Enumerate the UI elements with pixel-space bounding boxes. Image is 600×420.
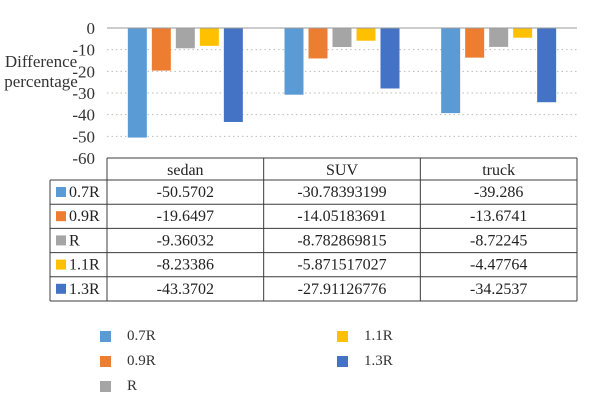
legend-label: R	[127, 377, 138, 394]
table-value: -43.3702	[157, 281, 214, 298]
y-tick-label: 0	[87, 19, 96, 38]
bar-1.3R-sedan	[223, 28, 243, 122]
bar-1.1R-SUV	[356, 28, 376, 41]
table-value: -4.47764	[470, 257, 527, 274]
table-value: -14.05183691	[297, 208, 386, 225]
table-value: -8.782869815	[297, 232, 386, 249]
table-key-0.7R	[56, 187, 66, 197]
legend-label: 0.9R	[127, 352, 156, 369]
category-label-SUV: SUV	[326, 162, 358, 179]
legend-swatch	[337, 330, 348, 342]
table-value: -30.78393199	[297, 184, 386, 201]
bar-R-SUV	[332, 28, 352, 48]
bar-0.7R-truck	[441, 28, 461, 114]
bar-0.9R-SUV	[308, 28, 328, 59]
table-series-name-1.1R: 1.1R	[69, 257, 100, 274]
table-value: -13.6741	[470, 208, 527, 225]
legend-item-1.1R: 1.1R	[337, 326, 393, 346]
category-label-truck: truck	[482, 162, 515, 179]
bar-0.9R-truck	[465, 28, 485, 58]
legend-swatch	[100, 330, 111, 342]
bar-0.7R-sedan	[127, 28, 147, 138]
y-tick-label: -60	[72, 149, 95, 168]
legend-label: 0.7R	[127, 327, 156, 344]
legend-item-1.3R: 1.3R	[337, 351, 393, 371]
legend-swatch	[337, 355, 348, 367]
table-series-name-0.9R: 0.9R	[69, 208, 100, 225]
table-key-1.1R	[56, 259, 66, 270]
table-series-name-R: R	[69, 232, 80, 249]
legend-swatch	[100, 380, 111, 392]
bar-0.9R-sedan	[151, 28, 171, 71]
y-tick-label: -20	[72, 62, 95, 81]
legend-label: 1.3R	[364, 352, 393, 369]
y-tick-label: -10	[72, 41, 95, 60]
table-key-R	[56, 235, 66, 246]
bar-1.1R-truck	[513, 28, 533, 38]
table-value: -34.2537	[470, 281, 527, 298]
legend-swatch	[100, 355, 111, 367]
table-value: -19.6497	[157, 208, 214, 225]
legend-item-R: R	[100, 376, 137, 396]
bar-1.1R-sedan	[199, 28, 219, 46]
bar-R-sedan	[175, 28, 195, 49]
table-value: -27.91126776	[298, 281, 387, 298]
y-tick-label: -40	[72, 106, 95, 125]
y-axis-label: Difference percentage	[4, 52, 78, 91]
category-label-sedan: sedan	[167, 162, 203, 179]
bar-R-truck	[489, 28, 509, 47]
table-value: -5.871517027	[297, 257, 386, 274]
bar-0.7R-SUV	[284, 28, 304, 95]
table-value: -50.5702	[157, 184, 214, 201]
table-key-0.9R	[56, 211, 66, 222]
bar-1.3R-truck	[537, 28, 557, 103]
table-value: -39.286	[474, 184, 523, 201]
table-value: -9.36032	[157, 232, 214, 249]
legend-label: 1.1R	[364, 327, 393, 344]
table-key-1.3R	[56, 283, 66, 294]
table-series-name-0.7R: 0.7R	[69, 184, 100, 201]
table-series-name-1.3R: 1.3R	[69, 281, 100, 298]
legend-item-0.7R: 0.7R	[100, 326, 156, 346]
bar-1.3R-SUV	[380, 28, 400, 89]
y-tick-label: -50	[72, 127, 95, 146]
table-value: -8.23386	[157, 257, 214, 274]
table-value: -8.72245	[470, 232, 527, 249]
legend: 0.7R 0.9R R 1.1R 1.3R	[100, 326, 520, 406]
legend-item-0.9R: 0.9R	[100, 351, 156, 371]
y-tick-label: -30	[72, 84, 95, 103]
